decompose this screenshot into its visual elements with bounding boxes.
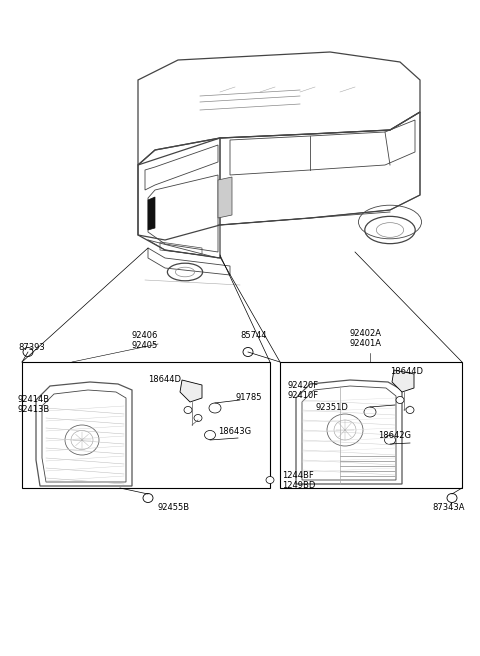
Bar [22, 362, 270, 488]
Bar [280, 362, 462, 488]
Ellipse shape [204, 430, 216, 440]
Ellipse shape [396, 396, 404, 403]
Ellipse shape [266, 476, 274, 483]
Text: 92420F: 92420F [288, 380, 319, 390]
Text: 92351D: 92351D [315, 403, 348, 413]
Ellipse shape [194, 415, 202, 422]
Text: 91785: 91785 [235, 394, 262, 403]
Ellipse shape [23, 348, 33, 356]
Text: 92402A: 92402A [350, 329, 382, 338]
Ellipse shape [384, 436, 396, 445]
Text: 18644D: 18644D [390, 367, 423, 377]
Text: 87393: 87393 [18, 344, 45, 352]
Ellipse shape [364, 407, 376, 417]
Text: 92455B: 92455B [158, 504, 190, 512]
Text: 92401A: 92401A [350, 340, 382, 348]
Text: 92405: 92405 [132, 342, 158, 350]
Polygon shape [148, 197, 155, 230]
Text: 92410F: 92410F [288, 390, 319, 400]
Text: 18644D: 18644D [148, 375, 181, 384]
Text: 1249BD: 1249BD [282, 482, 315, 491]
Text: 92406: 92406 [132, 331, 158, 340]
Ellipse shape [209, 403, 221, 413]
Text: 1244BF: 1244BF [282, 472, 314, 480]
Polygon shape [218, 177, 232, 218]
Text: 85744: 85744 [240, 331, 266, 340]
Polygon shape [392, 370, 414, 392]
Text: 87343A: 87343A [432, 504, 465, 512]
Text: 18643G: 18643G [218, 428, 251, 436]
Ellipse shape [143, 493, 153, 502]
Ellipse shape [447, 493, 457, 502]
Polygon shape [180, 380, 202, 402]
Text: 92413B: 92413B [18, 405, 50, 415]
Text: 18642G: 18642G [378, 430, 411, 440]
Ellipse shape [243, 348, 253, 356]
Ellipse shape [406, 407, 414, 413]
Ellipse shape [184, 407, 192, 413]
Text: 92414B: 92414B [18, 396, 50, 405]
